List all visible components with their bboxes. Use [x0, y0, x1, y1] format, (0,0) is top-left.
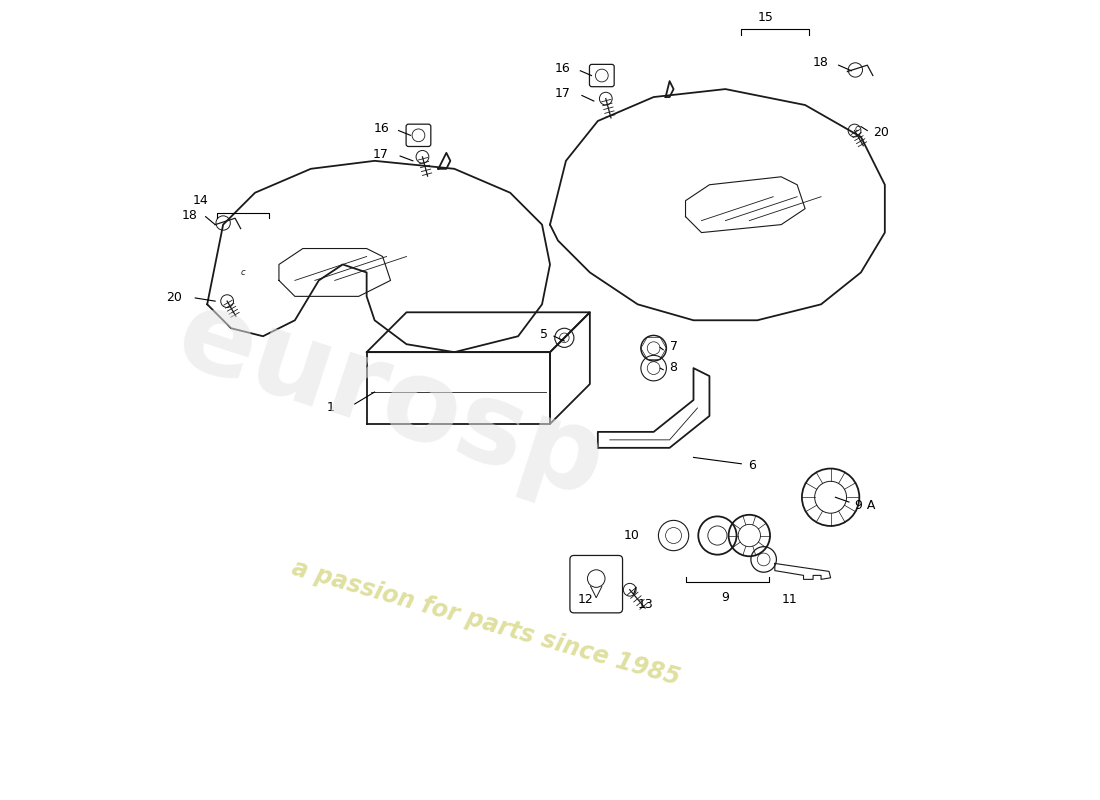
Text: 10: 10 [624, 529, 639, 542]
Text: 14: 14 [192, 194, 209, 207]
Text: 18: 18 [182, 209, 198, 222]
Text: 13: 13 [638, 598, 653, 610]
Text: 1: 1 [327, 402, 334, 414]
Text: c: c [241, 268, 245, 277]
Text: 7: 7 [670, 340, 678, 353]
Text: 17: 17 [373, 148, 389, 161]
Text: 20: 20 [873, 126, 889, 138]
Text: 11: 11 [781, 593, 798, 606]
Text: 17: 17 [554, 87, 571, 100]
Text: 16: 16 [556, 62, 571, 75]
Text: 15: 15 [757, 10, 773, 24]
Text: a passion for parts since 1985: a passion for parts since 1985 [289, 556, 683, 690]
Text: 9 A: 9 A [855, 498, 875, 512]
Text: 12: 12 [578, 593, 594, 606]
Text: 5: 5 [540, 328, 549, 341]
Text: 9: 9 [722, 591, 729, 604]
Text: eurosp: eurosp [163, 279, 618, 521]
Text: c: c [855, 125, 859, 134]
Text: 8: 8 [670, 361, 678, 374]
Text: 16: 16 [373, 122, 389, 135]
Text: 20: 20 [166, 291, 182, 305]
Text: 18: 18 [813, 56, 829, 70]
Text: 6: 6 [748, 459, 756, 472]
